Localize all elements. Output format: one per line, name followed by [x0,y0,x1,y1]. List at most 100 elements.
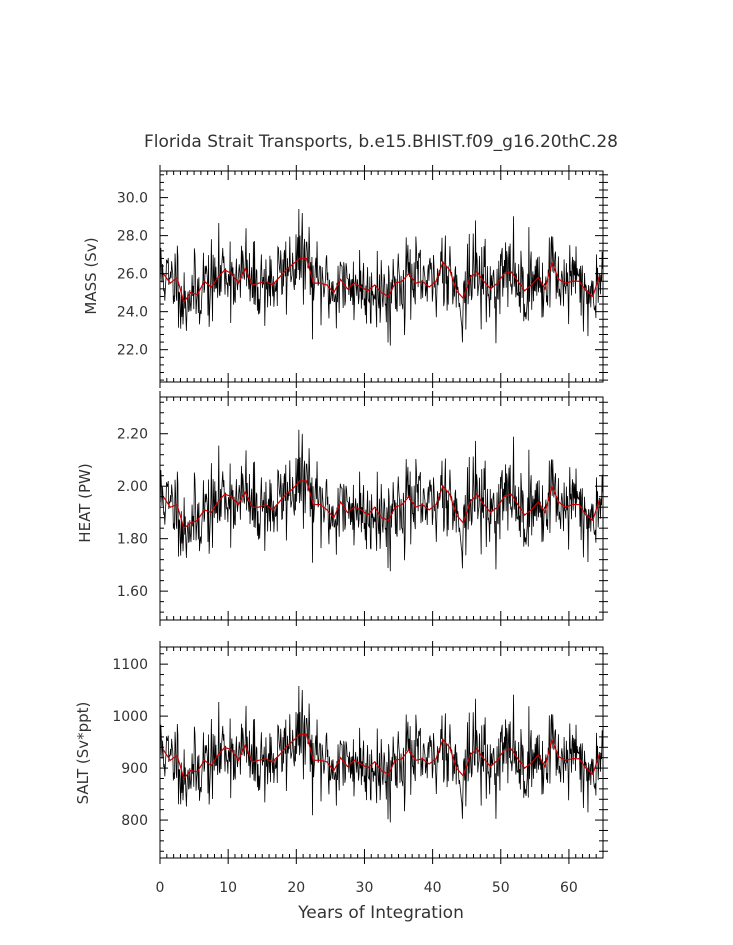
salt-annual-mean-point [578,758,580,760]
mass-annual-mean-point [469,276,471,279]
salt-annual-mean-point [496,759,498,761]
heat-ytick-label: 2.00 [117,479,148,495]
salt-annual-mean-point [340,757,342,759]
mass-annual-mean-point [265,280,267,282]
heat-monthly-polyline [159,429,604,572]
mass-annual-mean-point [564,282,567,284]
mass-annual-mean-point [251,284,253,286]
salt-annual-mean-point [374,761,376,763]
heat-annual-mean-point [558,501,560,503]
salt-annual-mean-point [414,759,417,761]
mass-annual-mean-point [408,273,410,275]
mass-annual-mean-point [258,282,260,284]
salt-annual-mean-point [435,758,437,760]
heat-annual-mean-point [489,511,492,514]
heat-annual-mean-point [510,493,512,495]
salt-annual-mean-point [551,738,553,741]
salt-annual-mean-point [258,759,260,761]
xtick-label: 60 [560,880,578,896]
heat-annual-mean-point [380,517,383,519]
mass-annual-mean-line [162,257,601,304]
xtick-label: 50 [492,880,510,896]
heat-annual-mean-point [428,509,430,511]
heat-annual-mean-point [374,506,376,508]
heat-annual-mean-point [230,496,233,498]
salt-annual-mean-point [598,752,601,755]
salt-annual-mean-point [524,767,526,769]
heat-annual-mean-point [530,509,533,511]
mass-annual-mean-point [285,269,287,271]
mass-ytick-label: 24.0 [117,305,148,321]
salt-panel: 800 900 1000 1100 0 10 20 30 40 50 60 SALT (Sv*ppt… [74,641,608,896]
mass-annual-mean-point [203,280,205,282]
heat-annual-mean-point [265,503,267,506]
salt-panel-ticks: 800 900 1000 1100 0 10 20 30 40 50 60 [112,641,608,896]
mass-panel-ticks: 22.0 24.0 26.0 28.0 30.0 [117,165,608,388]
heat-annual-mean-point [585,514,587,516]
salt-annual-mean-point [162,749,165,751]
mass-annual-mean-point [483,280,485,282]
heat-annual-mean-point [367,514,369,516]
salt-annual-mean-point [442,738,444,741]
heat-annual-mean-point [401,503,403,506]
salt-annual-mean-point [210,764,212,767]
mass-annual-mean-point [299,257,301,260]
heat-annual-mean-point [360,509,362,511]
mass-annual-mean-point [598,274,601,277]
x-axis-label: Years of Integration [297,903,464,923]
mass-annual-mean-point [374,284,376,286]
heat-annual-mean-point [449,493,451,495]
mass-annual-mean-point [578,280,580,282]
heat-annual-mean-point [183,527,185,529]
mass-annual-mean-point [183,301,185,303]
chart-title: Florida Strait Transports, b.e15.BHIST.f… [144,132,618,152]
heat-ytick-label: 1.80 [117,532,148,548]
salt-ytick-label: 900 [121,761,148,777]
mass-annual-mean-point [517,280,519,282]
heat-panel-ticks: 1.60 1.80 2.00 2.20 [117,391,608,626]
heat-annual-mean-point [421,503,423,506]
heat-annual-mean-line [162,480,601,530]
mass-frame-rect [159,170,604,383]
heat-ytick-label: 1.60 [117,584,148,600]
salt-ytick-label: 1000 [112,709,148,725]
heat-annual-mean-point [346,511,349,514]
heat-annual-mean-point [598,498,601,500]
mass-annual-mean-point [394,282,396,284]
salt-annual-mean-point [346,765,349,768]
mass-annual-mean-point [428,286,430,288]
salt-annual-mean-point [326,761,328,763]
mass-annual-mean-point [496,282,498,284]
mass-annual-mean-point [244,267,246,269]
heat-annual-mean-point [258,506,260,508]
mass-ytick-label: 26.0 [117,267,148,283]
mass-ytick-label: 22.0 [117,343,148,359]
heat-annual-mean-point [469,501,471,503]
mass-annual-mean-point [414,282,417,284]
mass-annual-mean-point [319,282,321,284]
heat-annual-mean-point [524,514,526,516]
salt-annual-mean-point [462,775,464,777]
salt-annual-mean-point [217,754,219,756]
heat-annual-mean-point [435,503,437,506]
heat-ylabel: HEAT (PW) [76,463,94,542]
mass-annual-mean-point [585,290,587,292]
salt-annual-mean-point [224,746,226,748]
heat-annual-mean-point [271,509,274,511]
mass-annual-mean-point [571,280,573,282]
salt-annual-mean-point [312,759,314,761]
mass-annual-mean-point [346,288,349,290]
heat-annual-mean-point [251,506,253,508]
salt-annual-mean-point [278,754,280,756]
salt-panel-frame [159,646,604,859]
heat-annual-mean-point [203,509,205,511]
mass-annual-mean-point [455,290,458,292]
salt-annual-mean-point [489,765,492,768]
mass-annual-mean-point [190,292,192,294]
xtick-label: 20 [287,880,305,896]
salt-annual-mean-point [203,759,205,761]
salt-annual-mean-point [469,754,471,756]
salt-annual-mean-point [537,754,539,756]
mass-annual-mean-point [592,295,594,298]
